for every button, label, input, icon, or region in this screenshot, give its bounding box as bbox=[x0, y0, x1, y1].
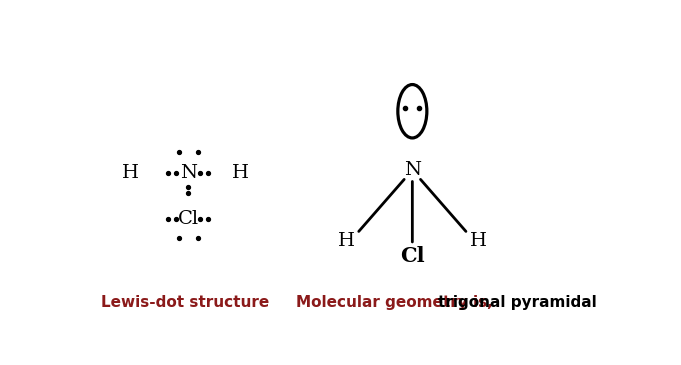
Text: Lewis-dot structure: Lewis-dot structure bbox=[101, 295, 269, 310]
Text: N: N bbox=[404, 161, 421, 179]
Text: Molecular geometry is,: Molecular geometry is, bbox=[296, 295, 498, 310]
Text: H: H bbox=[338, 231, 355, 250]
Text: N: N bbox=[180, 164, 197, 182]
Text: H: H bbox=[121, 164, 138, 182]
Text: H: H bbox=[470, 231, 487, 250]
Text: H: H bbox=[232, 164, 249, 182]
Text: trigonal pyramidal: trigonal pyramidal bbox=[438, 295, 597, 310]
Text: Cl: Cl bbox=[178, 211, 199, 228]
Text: Cl: Cl bbox=[400, 246, 425, 266]
